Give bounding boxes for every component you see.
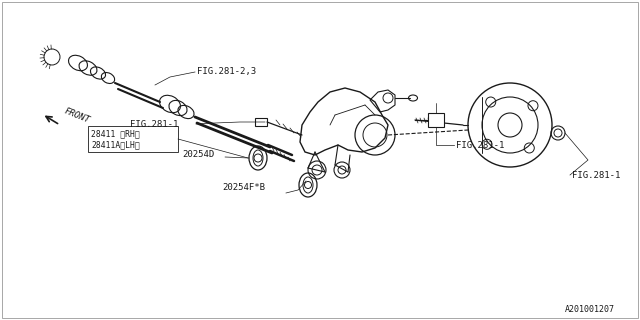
Text: FIG.281-2,3: FIG.281-2,3 xyxy=(197,67,256,76)
Text: FIG.281-1: FIG.281-1 xyxy=(130,120,179,129)
Text: 20254D: 20254D xyxy=(182,150,214,159)
Text: FRONT: FRONT xyxy=(63,107,92,125)
Text: FIG.281-1: FIG.281-1 xyxy=(572,171,620,180)
Text: 28411A〈LH〉: 28411A〈LH〉 xyxy=(91,140,140,149)
Text: 28411 〈RH〉: 28411 〈RH〉 xyxy=(91,129,140,138)
Text: FIG.281-1: FIG.281-1 xyxy=(456,141,504,150)
Text: 20254F*B: 20254F*B xyxy=(222,183,265,192)
Bar xyxy=(88,126,178,152)
Text: A201001207: A201001207 xyxy=(565,305,615,314)
Bar xyxy=(428,113,444,127)
Bar xyxy=(255,118,267,126)
